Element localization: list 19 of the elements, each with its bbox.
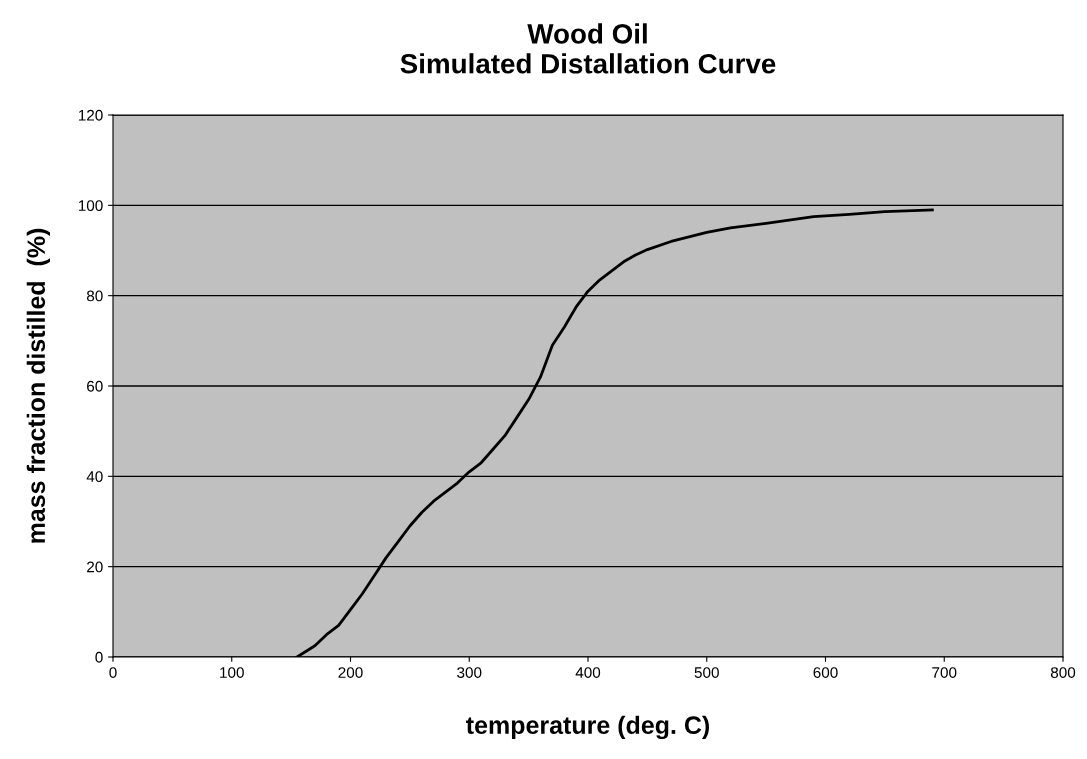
x-tick-label: 300 — [457, 667, 482, 678]
x-tick-label: 500 — [694, 667, 719, 678]
x-tick-label: 100 — [220, 667, 244, 678]
y-tick-label: 120 — [78, 109, 103, 121]
x-tick-label: 400 — [575, 667, 601, 678]
y-tick-label: 40 — [86, 471, 103, 483]
y-tick-label: 80 — [86, 290, 103, 302]
x-tick-label: 200 — [338, 667, 363, 678]
x-tick-label: 700 — [932, 667, 957, 678]
x-tick-label: 600 — [813, 667, 838, 678]
x-tick-label: 800 — [1050, 667, 1076, 678]
y-tick-label: 60 — [87, 380, 103, 392]
y-tick-label: 100 — [78, 200, 103, 212]
y-tick-label: 20 — [87, 561, 103, 573]
x-axis-title: temperature (deg. C) — [466, 715, 709, 740]
y-tick-label: 0 — [95, 651, 103, 663]
chart-title: Wood Oil Simulated Distallation Curve — [400, 23, 776, 74]
x-tick-label: 0 — [109, 667, 117, 678]
y-axis-title: mass fraction distilled (%) — [26, 228, 51, 543]
